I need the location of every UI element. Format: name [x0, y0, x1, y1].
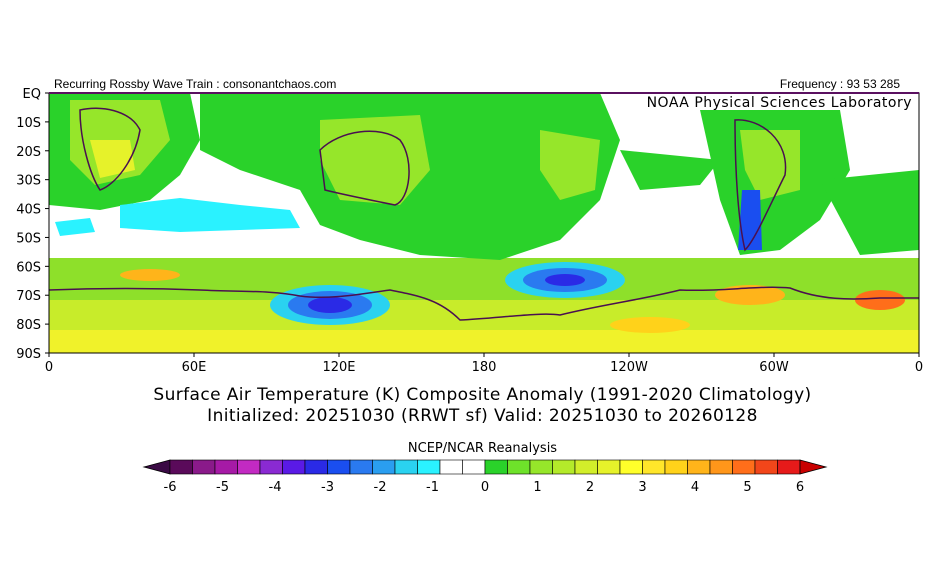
colorbar-segment: [282, 459, 306, 475]
colorbar-segment: [642, 459, 666, 475]
colorbar-segment: [597, 459, 621, 475]
lat-tick-label: 30S: [16, 174, 41, 189]
header-source-text: Recurring Rossby Wave Train : consonantc…: [54, 77, 337, 91]
colorbar-tick-label: -5: [216, 480, 229, 495]
colorbar-label: NCEP/NCAR Reanalysis: [407, 441, 558, 456]
lat-tick-label: 10S: [16, 116, 41, 131]
colorbar-segment: [214, 459, 238, 475]
longitude-axis: 0 60E 120E 180 120W 60W 0: [45, 353, 923, 375]
colorbar-tick-label: 5: [743, 480, 751, 495]
colorbar-segment: [507, 459, 531, 475]
lat-tick-label: 80S: [16, 318, 41, 333]
title-line-1: Surface Air Temperature (K) Composite An…: [153, 385, 812, 405]
colorbar-tick-label: 4: [691, 480, 699, 495]
lat-tick-label: 90S: [16, 347, 41, 362]
colorbar-segment: [259, 459, 283, 475]
lat-tick-label: EQ: [23, 87, 41, 102]
lon-tick-label: 120W: [610, 360, 648, 375]
lat-tick-label: 70S: [16, 289, 41, 304]
colorbar-segment: [394, 459, 418, 475]
header-frequency-text: Frequency : 93 53 285: [779, 77, 900, 91]
colorbar-segment: [664, 459, 688, 475]
colorbar-high-arrow: [799, 459, 828, 475]
colorbar-segment: [777, 459, 801, 475]
lat-tick-label: 60S: [16, 260, 41, 275]
colorbar-segment: [169, 459, 193, 475]
anomaly-field: [49, 93, 919, 353]
title-line-2: Initialized: 20251030 (RRWT sf) Valid: 2…: [207, 406, 758, 426]
lon-tick-label: 0: [45, 360, 53, 375]
lat-tick-label: 50S: [16, 231, 41, 246]
colorbar-segment: [349, 459, 373, 475]
colorbar-segment: [619, 459, 643, 475]
colorbar-segment: [552, 459, 576, 475]
lon-tick-label: 60W: [759, 360, 789, 375]
colorbar-tick-label: 6: [796, 480, 804, 495]
colorbar-segment: [237, 459, 261, 475]
colorbar-segment: [304, 459, 328, 475]
colorbar-segment: [484, 459, 508, 475]
coastlines: [49, 107, 919, 321]
colorbar: -6 -5 -4 -3 -2 -1 0 1 2 3 4 5 6: [142, 459, 828, 495]
colorbar-segment: [754, 459, 778, 475]
lon-tick-label: 120E: [322, 360, 355, 375]
colorbar-segment: [574, 459, 598, 475]
colorbar-segment: [327, 459, 351, 475]
colorbar-segment: [417, 459, 441, 475]
colorbar-tick-label: -6: [164, 480, 177, 495]
colorbar-tick-label: -3: [321, 480, 334, 495]
colorbar-tick-label: 0: [481, 480, 489, 495]
colorbar-tick-label: 3: [638, 480, 646, 495]
colorbar-tick-label: 2: [586, 480, 594, 495]
lon-tick-label: 0: [915, 360, 923, 375]
colorbar-segment: [192, 459, 216, 475]
colorbar-tick-label: -1: [426, 480, 439, 495]
colorbar-segment: [439, 459, 463, 475]
colorbar-segment: [732, 459, 756, 475]
colorbar-segment: [687, 459, 711, 475]
lon-tick-label: 180: [472, 360, 497, 375]
lat-tick-label: 20S: [16, 145, 41, 160]
lab-name: NOAA Physical Sciences Laboratory: [646, 95, 912, 111]
latitude-axis: EQ 10S 20S 30S 40S 50S 60S 70S 80S 90S: [16, 87, 49, 362]
colorbar-segment: [462, 459, 486, 475]
colorbar-segment: [529, 459, 553, 475]
lat-tick-label: 40S: [16, 203, 41, 218]
colorbar-tick-label: -4: [269, 480, 282, 495]
lon-tick-label: 60E: [182, 360, 207, 375]
colorbar-low-arrow: [142, 459, 171, 475]
colorbar-segment: [372, 459, 396, 475]
colorbar-tick-label: -2: [374, 480, 387, 495]
colorbar-segment: [709, 459, 733, 475]
colorbar-tick-label: 1: [533, 480, 541, 495]
